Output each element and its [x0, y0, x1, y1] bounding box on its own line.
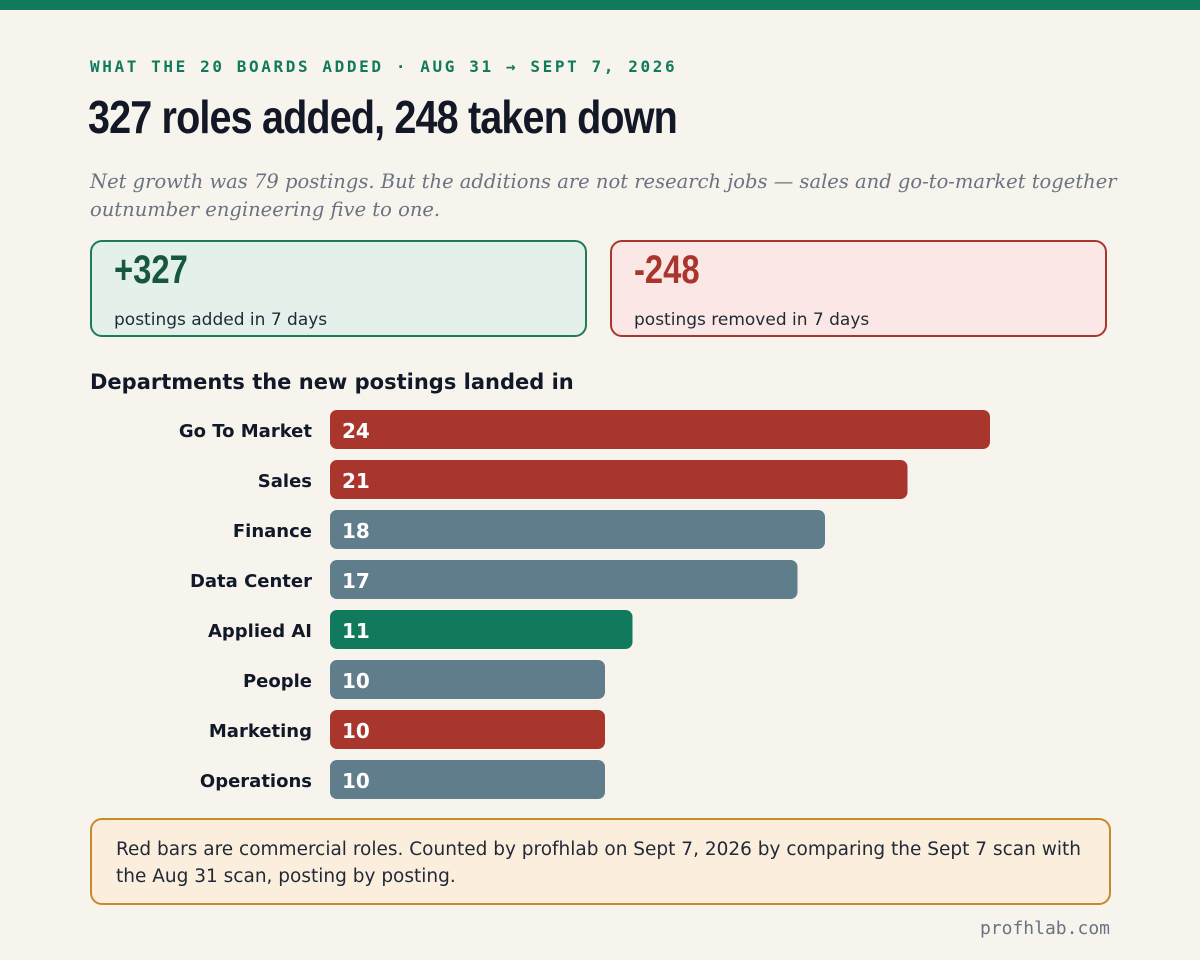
- bar: [330, 760, 605, 799]
- bar-value-label: 10: [342, 769, 370, 793]
- bar: [330, 410, 990, 449]
- added-label: postings added in 7 days: [114, 310, 328, 330]
- deck: Net growth was 79 postings. But the addi…: [90, 170, 1117, 221]
- removed-stat-card: -248 postings removed in 7 days: [610, 240, 1107, 337]
- source-note: Red bars are commercial roles. Counted b…: [90, 818, 1111, 905]
- category-label: Data Center: [190, 571, 312, 592]
- bar: [330, 710, 605, 749]
- eyebrow: WHAT THE 20 BOARDS ADDED · AUG 31 → SEPT…: [90, 57, 678, 76]
- bar-value-label: 18: [342, 519, 370, 543]
- bar-value-label: 17: [342, 569, 370, 593]
- category-label: Operations: [200, 771, 312, 792]
- category-label: Go To Market: [179, 421, 313, 442]
- footer-site: profhlab.com: [979, 918, 1110, 939]
- bar: [330, 510, 825, 549]
- category-label: Marketing: [209, 721, 312, 742]
- chart-title: Departments the new postings landed in: [90, 370, 574, 394]
- bar-value-label: 11: [342, 619, 370, 643]
- bar: [330, 660, 605, 699]
- bar-value-label: 21: [342, 469, 370, 493]
- bar-value-label: 10: [342, 719, 370, 743]
- category-label: Sales: [258, 471, 312, 492]
- added-stat-card: +327 postings added in 7 days: [90, 240, 587, 337]
- category-label: People: [243, 671, 312, 692]
- removed-value: -248: [634, 248, 700, 292]
- headline: 327 roles added, 248 taken down: [88, 91, 678, 143]
- bar: [330, 610, 633, 649]
- added-value: +327: [114, 248, 188, 292]
- bar: [330, 560, 798, 599]
- top-accent-bar: [0, 0, 1200, 10]
- bar-value-label: 10: [342, 669, 370, 693]
- category-label: Applied AI: [208, 621, 312, 642]
- category-label: Finance: [233, 521, 312, 542]
- bar: [330, 460, 908, 499]
- removed-label: postings removed in 7 days: [634, 310, 870, 330]
- bar-value-label: 24: [342, 419, 370, 443]
